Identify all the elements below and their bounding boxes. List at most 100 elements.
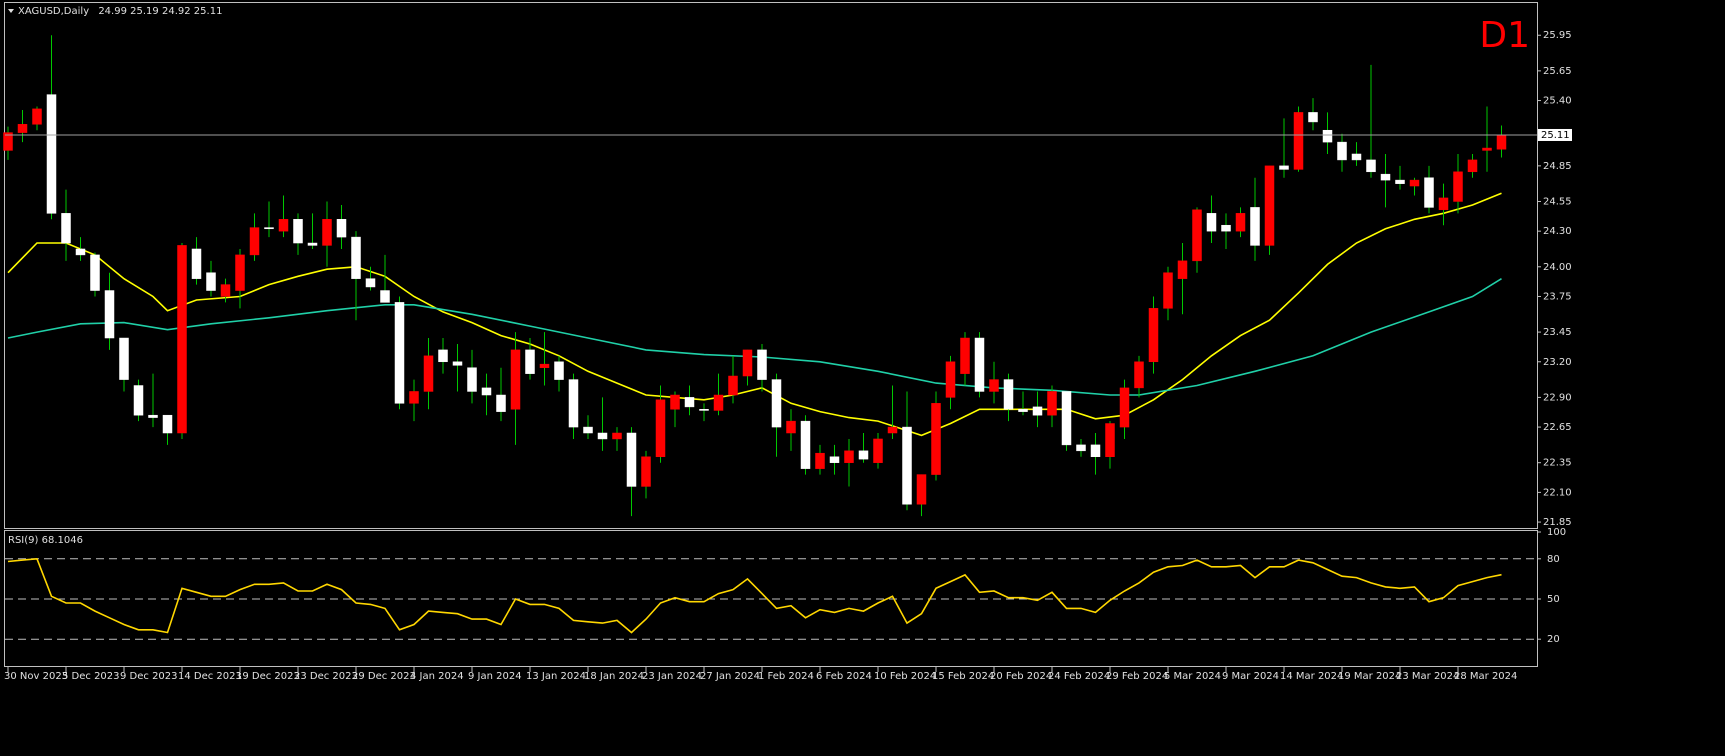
candle-body: [177, 245, 187, 434]
candle-body: [293, 219, 303, 244]
candle-body: [1163, 272, 1173, 309]
candle-body: [960, 337, 970, 374]
candle-body: [510, 349, 521, 410]
candle-body: [873, 438, 883, 463]
candle-body: [815, 452, 825, 469]
y-tick-label: 23.75: [1543, 291, 1572, 302]
current-price-box: [1538, 128, 1572, 141]
candle-body: [713, 394, 724, 411]
y-tick-label: 23.45: [1543, 327, 1572, 338]
rsi-line: [7, 557, 1502, 634]
candle-body: [1032, 406, 1043, 416]
x-tick-label: 20 Feb 2024: [990, 671, 1052, 682]
y-tick-label: 22.65: [1543, 422, 1572, 433]
candle-body: [583, 426, 593, 434]
candle-body: [1322, 129, 1333, 143]
candle-body: [235, 254, 245, 291]
main-panel: [4, 2, 1538, 529]
x-tick-label: 30 Nov 2023: [4, 671, 68, 682]
candle-body: [32, 108, 42, 125]
candle-body: [61, 213, 71, 244]
candle-body: [220, 284, 231, 297]
candle-body: [206, 272, 216, 291]
candle-body: [1264, 165, 1275, 246]
candle-body: [467, 367, 477, 392]
moving-average: [7, 278, 1502, 396]
candle-body: [307, 242, 318, 246]
y-tick-label: 24.55: [1543, 196, 1572, 207]
candle-body: [771, 379, 782, 428]
timeframe-label: D1: [1479, 15, 1530, 56]
candle-body: [1308, 112, 1318, 123]
x-tick-label: 24 Feb 2024: [1048, 671, 1110, 682]
candle-body: [423, 355, 434, 392]
x-tick-label: 9 Mar 2024: [1222, 671, 1279, 682]
rsi-name: RSI(9): [8, 535, 39, 546]
candle-body: [1061, 391, 1072, 446]
candle-body: [336, 219, 347, 238]
candle-body: [133, 385, 144, 416]
candle-body: [902, 426, 912, 505]
y-tick-label: 25.95: [1543, 30, 1572, 41]
x-tick-label: 9 Jan 2024: [468, 671, 522, 682]
candle-body: [612, 432, 622, 440]
candle-body: [916, 474, 927, 505]
candle-body: [742, 349, 753, 377]
candle-body: [670, 394, 680, 410]
candle-body: [684, 397, 695, 408]
candle-body: [1134, 361, 1144, 389]
candle-body: [844, 450, 854, 463]
x-tick-label: 19 Mar 2024: [1338, 671, 1401, 682]
candle-body: [1119, 387, 1130, 428]
candle-body: [380, 290, 390, 303]
candle-body: [1018, 409, 1028, 412]
y-tick-label: 24.00: [1543, 262, 1572, 273]
x-tick-label: 5 Mar 2024: [1164, 671, 1221, 682]
y-tick-label: 25.65: [1543, 66, 1572, 77]
candle-body: [3, 132, 13, 151]
candle-body: [1409, 179, 1420, 187]
y-tick-label: 22.90: [1543, 392, 1572, 403]
x-tick-label: 27 Jan 2024: [700, 671, 760, 682]
candle-body: [1351, 153, 1362, 161]
symbol: XAGUSD,Daily: [18, 6, 89, 17]
candle-body: [1090, 444, 1101, 458]
candle-body: [1105, 423, 1115, 458]
candle-body: [1380, 173, 1391, 181]
x-tick-label: 29 Dec 2023: [352, 671, 416, 682]
candle-body: [1076, 444, 1086, 452]
x-tick-label: 13 Jan 2024: [526, 671, 586, 682]
high-value: 25.19: [130, 6, 159, 17]
candle-body: [931, 403, 941, 475]
candle-body: [481, 387, 492, 396]
candle-body: [786, 420, 796, 434]
y-tick-label: 21.85: [1543, 517, 1572, 528]
y-tick-label: 80: [1547, 554, 1560, 565]
candle-body: [1496, 134, 1507, 150]
y-tick-label: 100: [1547, 527, 1566, 538]
x-tick-label: 23 Dec 2023: [294, 671, 358, 682]
candle-body: [858, 450, 869, 460]
candle-body: [351, 236, 361, 279]
menu-arrow[interactable]: [8, 9, 14, 13]
x-tick-label: 19 Dec 2023: [236, 671, 300, 682]
candle-body: [1177, 260, 1188, 279]
x-tick-label: 15 Feb 2024: [932, 671, 994, 682]
candle-body: [322, 219, 332, 246]
rsi-value: 68.1046: [42, 535, 83, 546]
candle-body: [829, 456, 840, 463]
candle-body: [1424, 177, 1434, 208]
candle-body: [974, 337, 985, 392]
chart-header: XAGUSD,Daily 24.99 25.19 24.92 25.11: [18, 6, 222, 17]
candle-body: [104, 290, 115, 339]
candle-body: [1366, 159, 1376, 173]
y-tick-label: 22.35: [1543, 458, 1572, 469]
y-tick-label: 24.85: [1543, 161, 1572, 172]
candle-body: [945, 361, 956, 398]
candle-body: [1003, 379, 1014, 410]
candle-body: [365, 278, 376, 288]
candle-body: [554, 361, 564, 380]
candle-body: [1453, 171, 1463, 202]
